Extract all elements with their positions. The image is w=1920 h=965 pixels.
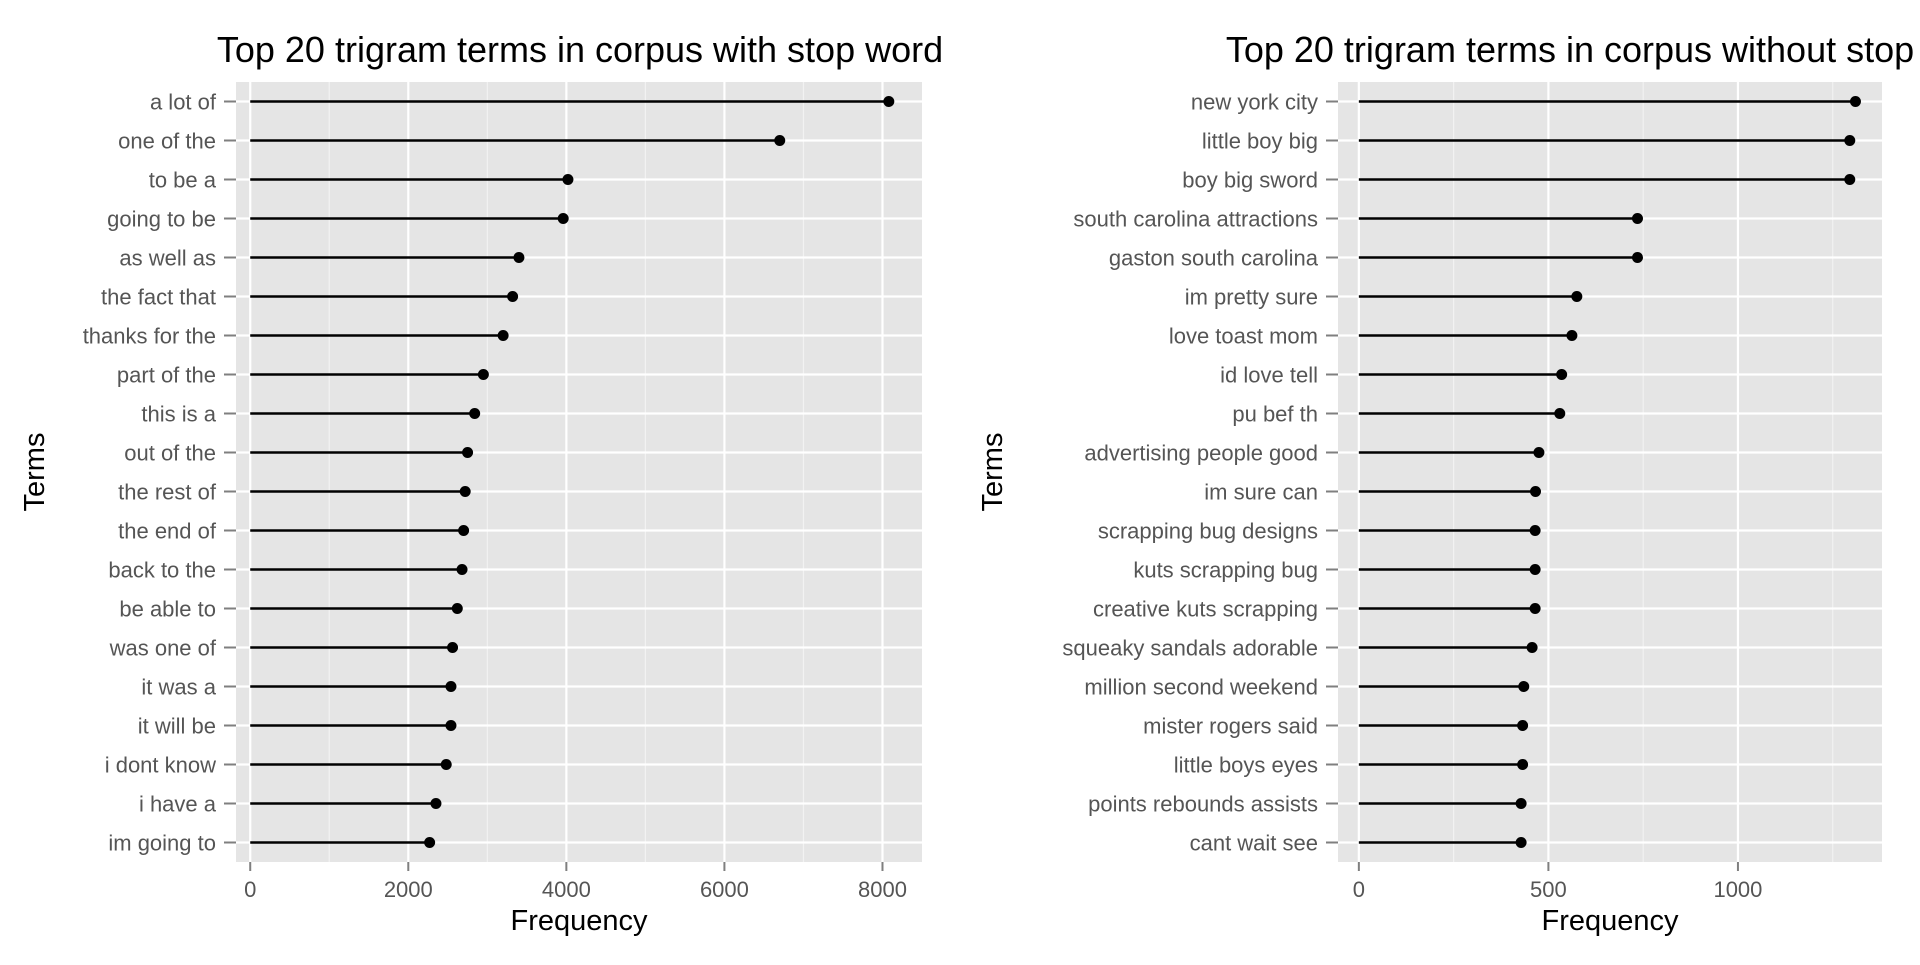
lollipop-point [1526,642,1538,653]
lollipop-point [1529,603,1541,614]
lollipop-point [1844,174,1856,185]
lollipop-point [774,135,786,146]
lollipop-point [883,96,895,107]
x-tick-label: 4000 [542,877,591,902]
y-tick-label: im sure can [1204,480,1318,505]
y-tick-label: pu bef th [1232,402,1318,427]
y-tick-label: to be a [149,168,217,193]
x-tick-label: 2000 [384,877,433,902]
y-tick-label: one of the [118,129,216,154]
lollipop-point [456,564,468,575]
lollipop-point [1529,525,1541,536]
lollipop-point [424,837,436,848]
lollipop-point [440,759,452,770]
y-tick-label: advertising people good [1084,441,1318,466]
lollipop-point [1631,252,1643,263]
y-tick-label: out of the [124,441,216,466]
lollipop-point [430,798,442,809]
y-tick-label: points rebounds assists [1088,792,1318,817]
y-tick-label: south carolina attractions [1073,207,1318,232]
y-tick-label: little boys eyes [1174,753,1318,778]
y-tick-label: gaston south carolina [1109,246,1319,271]
y-tick-label: be able to [119,597,216,622]
plot-background [236,82,922,862]
lollipop-point [507,291,519,302]
y-tick-label: squeaky sandals adorable [1062,636,1318,661]
lollipop-point [451,603,463,614]
lollipop-point [469,408,481,419]
lollipop-point [562,174,574,185]
y-tick-label: love toast mom [1169,324,1318,349]
x-axis-title: Frequency [510,905,648,937]
lollipop-point [497,330,509,341]
lollipop-point [1533,447,1545,458]
lollipop-point [447,642,459,653]
x-axis-title: Frequency [1541,905,1679,937]
y-tick-label: im pretty sure [1185,285,1318,310]
y-tick-label: im going to [108,831,216,856]
lollipop-point [459,486,471,497]
plot-background [1338,82,1882,862]
y-tick-label: kuts scrapping bug [1133,558,1318,583]
x-tick-label: 6000 [700,877,749,902]
y-tick-label: part of the [117,363,216,388]
y-axis-title: Terms [977,433,1009,512]
y-tick-label: cant wait see [1190,831,1318,856]
y-tick-label: new york city [1191,90,1318,115]
lollipop-point [1556,369,1568,380]
y-tick-label: it will be [138,714,216,739]
chart-title: Top 20 trigram terms in corpus without s… [1226,29,1914,70]
lollipop-point [1530,486,1542,497]
y-tick-label: i dont know [105,753,216,778]
y-tick-label: the fact that [101,285,216,310]
x-tick-label: 500 [1530,877,1567,902]
y-tick-label: this is a [141,402,216,427]
lollipop-point [1515,837,1527,848]
chart-title: Top 20 trigram terms in corpus with stop… [217,29,943,70]
lollipop-point [1518,681,1530,692]
chart-panel-2: new york city little boy big boy big sword… [977,29,1914,937]
x-tick-label: 0 [244,877,256,902]
lollipop-point [1529,564,1541,575]
y-tick-label: was one of [109,636,217,661]
lollipop-point [1571,291,1583,302]
lollipop-point [1631,213,1643,224]
lollipop-point [513,252,525,263]
lollipop-point [557,213,569,224]
y-tick-label: going to be [107,207,216,232]
lollipop-point [1849,96,1861,107]
lollipop-point [1517,759,1529,770]
y-tick-label: as well as [119,246,216,271]
lollipop-point [1517,720,1529,731]
lollipop-point [477,369,489,380]
lollipop-point [1844,135,1856,146]
y-tick-label: the end of [118,519,217,544]
chart-panel-1: a lot of one of the to be a going to be as w… [19,29,943,937]
lollipop-point [458,525,470,536]
y-tick-label: mister rogers said [1143,714,1318,739]
y-tick-label: million second weekend [1084,675,1318,700]
lollipop-point [445,681,457,692]
y-tick-label: little boy big [1202,129,1318,154]
y-tick-label: a lot of [150,90,217,115]
lollipop-point [1515,798,1527,809]
lollipop-point [1554,408,1566,419]
y-tick-label: back to the [108,558,216,583]
lollipop-point [1566,330,1578,341]
y-tick-label: id love tell [1220,363,1318,388]
x-tick-label: 0 [1353,877,1365,902]
y-tick-label: it was a [141,675,216,700]
x-tick-label: 8000 [858,877,907,902]
y-tick-label: the rest of [118,480,217,505]
y-tick-label: creative kuts scrapping [1093,597,1318,622]
y-tick-label: i have a [139,792,217,817]
y-tick-label: thanks for the [83,324,216,349]
y-tick-label: boy big sword [1182,168,1318,193]
lollipop-point [462,447,474,458]
x-tick-label: 1000 [1713,877,1762,902]
y-axis-title: Terms [19,433,51,512]
lollipop-point [445,720,457,731]
y-tick-label: scrapping bug designs [1098,519,1318,544]
